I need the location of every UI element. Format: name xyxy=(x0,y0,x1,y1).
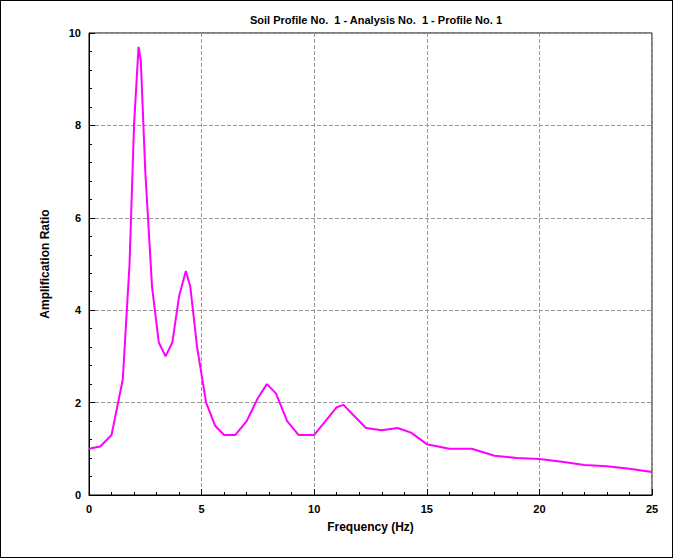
svg-text:4: 4 xyxy=(75,304,82,316)
svg-text:8: 8 xyxy=(75,119,81,131)
svg-text:2: 2 xyxy=(75,397,81,409)
svg-text:0: 0 xyxy=(86,503,92,515)
svg-text:15: 15 xyxy=(421,503,433,515)
svg-text:0: 0 xyxy=(75,489,81,501)
svg-text:20: 20 xyxy=(533,503,545,515)
svg-text:6: 6 xyxy=(75,212,81,224)
svg-text:Soil Profile No. 1 - Analysis: Soil Profile No. 1 - Analysis No. 1 - Pr… xyxy=(250,14,502,26)
svg-text:25: 25 xyxy=(646,503,658,515)
svg-text:Amplification Ratio: Amplification Ratio xyxy=(38,209,52,318)
svg-text:10: 10 xyxy=(69,27,81,39)
svg-text:10: 10 xyxy=(308,503,320,515)
svg-text:5: 5 xyxy=(199,503,205,515)
svg-text:Frequency (Hz): Frequency (Hz) xyxy=(327,520,414,534)
